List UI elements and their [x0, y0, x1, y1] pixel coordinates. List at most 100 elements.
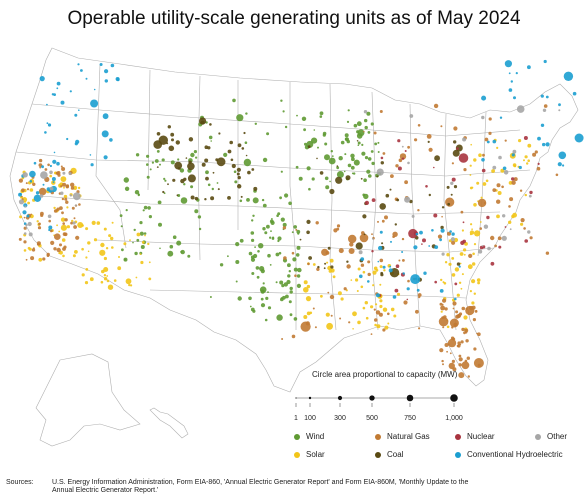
plant-marker — [446, 253, 450, 257]
plant-marker — [109, 138, 113, 142]
plant-marker — [156, 150, 160, 153]
plant-marker — [481, 115, 485, 120]
plant-marker — [57, 173, 61, 177]
plant-marker — [62, 222, 65, 225]
plant-marker — [407, 279, 410, 283]
plant-marker — [356, 121, 362, 127]
plant-marker — [440, 278, 443, 282]
plant-marker — [390, 174, 394, 179]
plant-marker — [382, 307, 388, 312]
plant-marker — [180, 250, 183, 253]
legend-label: Conventional Hydroelectric — [467, 450, 563, 459]
plant-marker — [38, 187, 47, 196]
plant-marker — [56, 81, 61, 86]
plant-marker — [237, 296, 242, 301]
plant-marker — [325, 185, 330, 190]
plant-marker — [18, 178, 23, 183]
plant-marker — [363, 233, 366, 236]
plant-marker — [223, 152, 228, 157]
plant-marker — [157, 200, 162, 205]
plant-marker — [496, 199, 501, 204]
plant-marker — [355, 278, 359, 282]
plant-marker — [235, 260, 240, 264]
plant-marker — [449, 318, 459, 328]
plant-marker — [56, 87, 59, 90]
plant-marker — [486, 215, 490, 220]
plant-marker — [208, 135, 213, 140]
plant-marker — [285, 294, 289, 299]
legend-item-coal: Coal — [375, 450, 403, 459]
plant-marker — [308, 187, 311, 191]
plant-marker — [264, 231, 268, 235]
plant-marker — [298, 176, 303, 181]
plant-marker — [216, 182, 219, 184]
plant-marker — [447, 231, 451, 236]
plant-marker — [62, 171, 66, 175]
plant-marker — [170, 160, 175, 165]
plant-marker — [227, 149, 232, 154]
plant-marker — [454, 282, 458, 286]
plant-marker — [120, 225, 123, 228]
plant-marker — [472, 318, 476, 322]
plant-marker — [52, 159, 57, 164]
plant-marker — [187, 174, 196, 183]
plant-marker — [357, 141, 361, 145]
plant-marker — [159, 247, 161, 250]
plant-marker — [183, 177, 187, 181]
plant-marker — [136, 232, 141, 237]
plant-marker — [350, 279, 353, 281]
plant-marker — [370, 305, 374, 309]
plant-marker — [325, 312, 330, 317]
plant-marker — [282, 110, 285, 113]
plant-marker — [478, 249, 483, 254]
plant-marker — [63, 186, 65, 189]
plant-marker — [513, 177, 518, 182]
plant-marker — [148, 277, 152, 281]
plant-marker — [446, 350, 448, 353]
plant-marker — [307, 262, 310, 266]
plant-marker — [52, 181, 55, 184]
plant-marker — [306, 230, 310, 235]
plant-marker — [520, 222, 524, 226]
plant-marker — [291, 231, 294, 234]
plant-marker — [280, 99, 283, 102]
plant-marker — [470, 143, 473, 146]
plant-marker — [289, 286, 293, 291]
plant-marker — [372, 284, 375, 287]
plant-marker — [233, 170, 237, 173]
plant-marker — [78, 203, 81, 206]
plant-marker — [143, 205, 148, 210]
plant-marker — [396, 292, 401, 296]
plant-marker — [516, 105, 525, 113]
legend-item-other: Other — [535, 432, 567, 441]
plant-marker — [490, 235, 495, 241]
plant-marker — [288, 300, 292, 304]
plant-marker — [370, 122, 374, 126]
plant-marker — [56, 161, 60, 166]
plant-marker — [377, 260, 380, 263]
plant-marker — [456, 344, 460, 348]
plant-marker — [473, 158, 477, 162]
plant-marker — [40, 171, 48, 179]
plant-marker — [479, 221, 482, 223]
plant-marker — [47, 214, 52, 219]
plant-marker — [59, 206, 63, 211]
plant-marker — [460, 240, 465, 245]
plant-marker — [46, 103, 48, 106]
plant-marker — [277, 236, 282, 241]
plant-marker — [91, 220, 96, 225]
plant-marker — [474, 230, 481, 237]
plant-marker — [74, 250, 78, 254]
plant-marker — [61, 238, 66, 242]
plant-marker — [243, 158, 252, 167]
plant-marker — [401, 251, 404, 253]
plant-marker — [366, 169, 371, 174]
plant-marker — [415, 309, 419, 314]
plant-marker — [496, 146, 499, 149]
plant-marker — [21, 188, 25, 192]
plant-marker — [72, 192, 81, 201]
plant-marker — [267, 306, 272, 310]
plant-marker — [39, 76, 45, 82]
plant-marker — [456, 147, 459, 150]
plant-marker — [89, 277, 94, 282]
